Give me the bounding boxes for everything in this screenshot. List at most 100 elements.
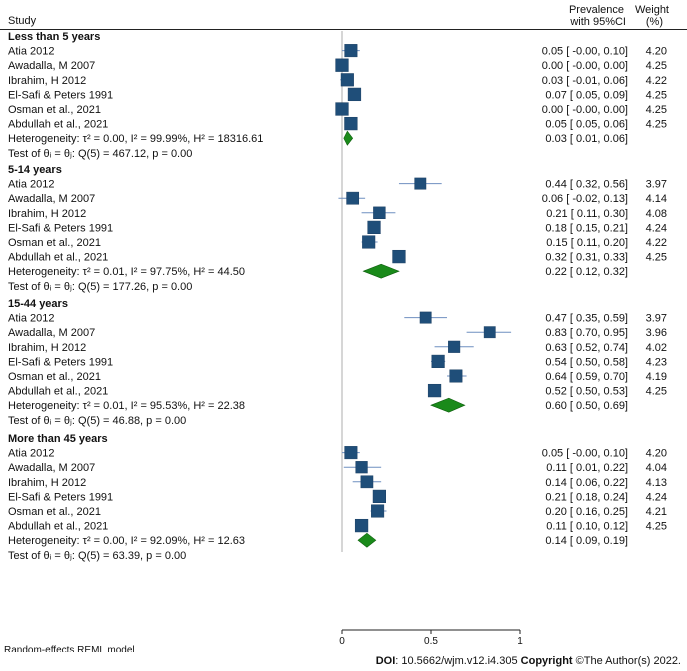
- study-weight: 4.22: [646, 237, 667, 249]
- study-name: El-Safi & Peters 1991: [8, 89, 113, 101]
- study-weight: 4.19: [646, 371, 667, 383]
- study-name: Awadalla, M 2007: [8, 60, 95, 72]
- study-weight: 4.25: [646, 60, 667, 72]
- study-weight: 4.25: [646, 386, 667, 398]
- study-ci-text: 0.00 [ -0.00, 0.00]: [542, 104, 628, 116]
- study-weight: 4.24: [646, 491, 667, 503]
- x-tick-label: 0: [339, 636, 345, 647]
- pooled-ci-text: 0.60 [ 0.50, 0.69]: [545, 400, 628, 412]
- study-name: Ibrahim, H 2012: [8, 342, 86, 354]
- pooled-ci-text: 0.03 [ 0.01, 0.06]: [545, 133, 628, 145]
- study-weight: 4.04: [646, 462, 667, 474]
- study-ci-text: 0.03 [ -0.01, 0.06]: [542, 75, 628, 87]
- study-ci-text: 0.44 [ 0.32, 0.56]: [545, 179, 628, 191]
- study-weight: 4.25: [646, 252, 667, 264]
- heterogeneity-label: Heterogeneity: τ² = 0.01, I² = 95.53%, H…: [8, 400, 245, 412]
- study-name: Abdullah et al., 2021: [8, 521, 108, 533]
- study-ci-text: 0.52 [ 0.50, 0.53]: [545, 386, 628, 398]
- study-weight: 4.25: [646, 521, 667, 533]
- study-square: [372, 489, 386, 503]
- pooled-diamond: [362, 263, 400, 279]
- heterogeneity-label: Heterogeneity: τ² = 0.00, I² = 92.09%, H…: [8, 535, 245, 547]
- study-name: Ibrahim, H 2012: [8, 75, 86, 87]
- study-weight: 4.24: [646, 222, 667, 234]
- study-ci-text: 0.54 [ 0.50, 0.58]: [545, 356, 628, 368]
- study-name: Ibrahim, H 2012: [8, 208, 86, 220]
- study-ci-text: 0.11 [ 0.10, 0.12]: [546, 521, 628, 533]
- study-ci-text: 0.20 [ 0.16, 0.25]: [545, 506, 628, 518]
- study-square: [355, 461, 368, 474]
- study-square: [344, 446, 358, 460]
- study-ci-text: 0.18 [ 0.15, 0.21]: [545, 222, 628, 234]
- header-study: Study: [8, 15, 37, 27]
- study-square: [347, 87, 362, 102]
- homogeneity-test: Test of θᵢ = θⱼ: Q(5) = 46.88, p = 0.00: [8, 415, 186, 427]
- header-weight-unit: (%): [646, 16, 663, 28]
- study-weight: 4.14: [646, 193, 667, 205]
- study-name: Atia 2012: [8, 313, 54, 325]
- study-name: Atia 2012: [8, 448, 54, 460]
- study-weight: 4.08: [646, 208, 667, 220]
- header-prevalence: Prevalence: [569, 4, 624, 16]
- study-ci-text: 0.05 [ 0.05, 0.06]: [545, 119, 628, 131]
- study-square: [344, 116, 358, 131]
- study-square: [419, 311, 432, 324]
- study-weight: 4.22: [646, 75, 667, 87]
- homogeneity-test: Test of θᵢ = θⱼ: Q(5) = 63.39, p = 0.00: [8, 550, 186, 562]
- study-name: Abdullah et al., 2021: [8, 119, 108, 131]
- study-name: Osman et al., 2021: [8, 506, 101, 518]
- heterogeneity-label: Heterogeneity: τ² = 0.00, I² = 99.99%, H…: [8, 133, 263, 145]
- heterogeneity-label: Heterogeneity: τ² = 0.01, I² = 97.75%, H…: [8, 266, 245, 278]
- study-square: [344, 44, 358, 58]
- study-square: [346, 191, 360, 205]
- pooled-diamond: [343, 130, 354, 146]
- study-ci-text: 0.15 [ 0.11, 0.20]: [546, 237, 628, 249]
- study-name: El-Safi & Peters 1991: [8, 222, 113, 234]
- study-name: Atia 2012: [8, 179, 54, 191]
- pooled-ci-text: 0.22 [ 0.12, 0.32]: [545, 266, 628, 278]
- study-ci-text: 0.63 [ 0.52, 0.74]: [545, 342, 628, 354]
- study-name: Ibrahim, H 2012: [8, 477, 86, 489]
- study-weight: 4.13: [646, 477, 667, 489]
- pooled-ci-text: 0.14 [ 0.09, 0.19]: [545, 535, 628, 547]
- study-ci-text: 0.47 [ 0.35, 0.59]: [545, 313, 628, 325]
- x-tick-label: 1: [517, 636, 523, 647]
- study-square: [373, 206, 386, 220]
- study-name: El-Safi & Peters 1991: [8, 356, 113, 368]
- study-square: [483, 326, 496, 339]
- study-square: [354, 518, 369, 533]
- study-ci-text: 0.21 [ 0.11, 0.30]: [546, 208, 628, 220]
- study-ci-text: 0.83 [ 0.70, 0.95]: [545, 327, 628, 339]
- study-ci-text: 0.64 [ 0.59, 0.70]: [545, 371, 628, 383]
- study-square: [335, 102, 349, 116]
- copyright-text: ©The Author(s) 2022.: [572, 655, 681, 667]
- study-weight: 4.25: [646, 119, 667, 131]
- study-name: Osman et al., 2021: [8, 104, 101, 116]
- study-name: Osman et al., 2021: [8, 237, 101, 249]
- study-weight: 3.97: [646, 313, 667, 325]
- study-square: [335, 58, 349, 72]
- study-ci-text: 0.05 [ -0.00, 0.10]: [542, 448, 628, 460]
- footer: DOI: 10.5662/wjm.v12.i4.305 Copyright ©T…: [0, 652, 687, 671]
- study-ci-text: 0.07 [ 0.05, 0.09]: [545, 89, 628, 101]
- study-name: Abdullah et al., 2021: [8, 386, 108, 398]
- study-square: [360, 475, 374, 489]
- study-weight: 4.20: [646, 46, 667, 58]
- study-weight: 4.25: [646, 89, 667, 101]
- study-square: [362, 235, 376, 249]
- study-ci-text: 0.14 [ 0.06, 0.22]: [545, 477, 628, 489]
- study-square: [431, 354, 445, 368]
- study-name: Osman et al., 2021: [8, 371, 101, 383]
- study-ci-text: 0.05 [ -0.00, 0.10]: [542, 46, 628, 58]
- study-square: [392, 249, 406, 264]
- study-name: Awadalla, M 2007: [8, 462, 95, 474]
- study-name: El-Safi & Peters 1991: [8, 491, 113, 503]
- study-weight: 3.96: [646, 327, 667, 339]
- x-tick-label: 0.5: [424, 636, 438, 647]
- pooled-diamond: [430, 397, 466, 413]
- header-ci: with 95%CI: [569, 16, 626, 28]
- study-ci-text: 0.32 [ 0.31, 0.33]: [545, 252, 628, 264]
- doi-text: : 10.5662/wjm.v12.i4.305: [395, 655, 518, 667]
- study-weight: 4.20: [646, 448, 667, 460]
